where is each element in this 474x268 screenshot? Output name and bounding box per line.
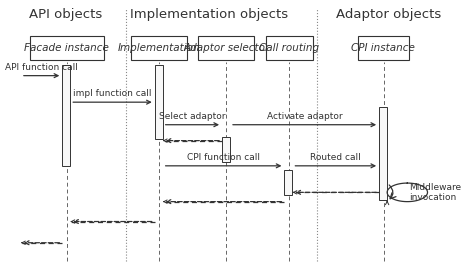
Text: CPI instance: CPI instance [351,43,415,53]
Text: Adaptor objects: Adaptor objects [337,8,442,21]
Text: Activate adaptor: Activate adaptor [267,112,342,121]
Text: Implementation: Implementation [118,43,200,53]
Text: API function call: API function call [5,63,78,72]
Bar [357,36,409,60]
Bar [284,170,292,195]
Text: Facade instance: Facade instance [25,43,109,53]
Bar [379,107,387,200]
Bar [198,36,254,60]
Text: CPI function call: CPI function call [187,153,260,162]
Bar [155,65,163,139]
Text: Implementation objects: Implementation objects [130,8,289,21]
Bar [131,36,187,60]
Text: impl function call: impl function call [73,89,152,98]
Bar [30,36,104,60]
Text: Call routing: Call routing [259,43,319,53]
Text: Adaptor selector: Adaptor selector [183,43,269,53]
Bar [265,36,313,60]
Text: Routed call: Routed call [310,153,361,162]
Bar [62,65,70,166]
Bar [222,137,230,162]
Text: Select adaptor: Select adaptor [159,112,226,121]
Text: API objects: API objects [29,8,102,21]
Text: Middleware
invocation: Middleware invocation [410,183,462,202]
